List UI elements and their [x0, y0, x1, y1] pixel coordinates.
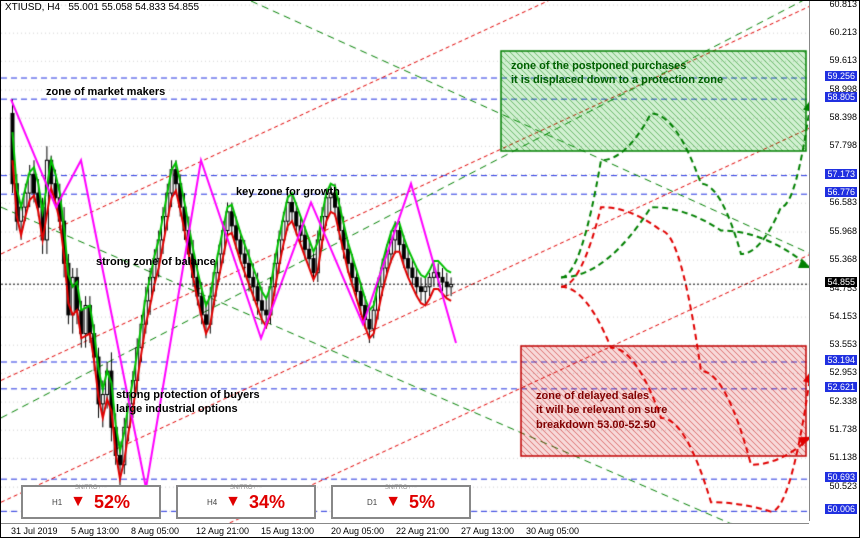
x-tick: 22 Aug 21:00: [396, 526, 449, 536]
down-arrow-icon: ▼: [225, 493, 241, 511]
snitro-brand: SNITRO+™: [75, 485, 107, 491]
y-tick: 55.368: [829, 254, 857, 264]
x-axis: 31 Jul 2019 5 Aug 13:00 8 Aug 05:00 12 Aug …: [1, 523, 809, 537]
snitro-timeframe: H4: [207, 498, 217, 507]
ohlc-label: 55.001 55.058 54.833 54.855: [68, 2, 199, 13]
price-level-label: 50.006: [825, 504, 857, 514]
x-tick: 27 Aug 13:00: [461, 526, 514, 536]
price-level-label: 56.776: [825, 187, 857, 197]
price-level-label: 59.256: [825, 71, 857, 81]
price-chart-canvas[interactable]: [1, 1, 860, 538]
snitro-indicator: SNITRO+™ D1 ▼ 5%: [331, 485, 471, 519]
y-tick: 51.738: [829, 424, 857, 434]
chart-annotation: strong zone of balance: [96, 256, 216, 268]
snitro-brand: SNITRO+™: [230, 485, 262, 491]
snitro-indicator: SNITRO+™ H1 ▼ 52%: [21, 485, 161, 519]
y-tick: 57.798: [829, 140, 857, 150]
y-tick: 52.338: [829, 396, 857, 406]
price-level-label: 50.693: [825, 472, 857, 482]
x-tick: 31 Jul 2019: [11, 526, 58, 536]
y-tick: 55.968: [829, 226, 857, 236]
snitro-percent: 34%: [249, 492, 285, 513]
price-level-label: 57.173: [825, 169, 857, 179]
x-tick: 30 Aug 05:00: [526, 526, 579, 536]
y-tick: 50.523: [829, 481, 857, 491]
y-tick: 60.813: [829, 0, 857, 9]
y-tick: 56.583: [829, 197, 857, 207]
snitro-brand: SNITRO+™: [385, 485, 417, 491]
price-level-label: 54.855: [825, 277, 857, 287]
chart-title-bar: XTIUSD, H4 55.001 55.058 54.833 54.855: [1, 1, 809, 17]
price-level-label: 52.621: [825, 382, 857, 392]
snitro-timeframe: D1: [367, 498, 377, 507]
y-tick: 58.398: [829, 112, 857, 122]
y-tick: 59.613: [829, 55, 857, 65]
y-tick: 52.953: [829, 367, 857, 377]
zone-label: zone of the postponed purchasesit is dis…: [511, 59, 723, 88]
y-axis: 60.81360.21359.61358.99858.39857.79857.1…: [809, 1, 859, 521]
y-tick: 54.153: [829, 311, 857, 321]
zone-label: zone of delayed salesit will be relevant…: [536, 389, 667, 432]
snitro-timeframe: H1: [52, 498, 62, 507]
snitro-percent: 5%: [409, 492, 435, 513]
price-level-label: 53.194: [825, 355, 857, 365]
chart-annotation: zone of market makers: [46, 86, 165, 98]
chart-annotation: strong protection of buyers: [116, 389, 260, 401]
chart-annotation: key zone for growth: [236, 186, 340, 198]
chart-annotation: large industrial options: [116, 403, 238, 415]
x-tick: 20 Aug 05:00: [331, 526, 384, 536]
snitro-percent: 52%: [94, 492, 130, 513]
snitro-indicator: SNITRO+™ H4 ▼ 34%: [176, 485, 316, 519]
y-tick: 51.138: [829, 452, 857, 462]
x-tick: 8 Aug 05:00: [131, 526, 179, 536]
price-level-label: 58.805: [825, 92, 857, 102]
down-arrow-icon: ▼: [70, 493, 86, 511]
down-arrow-icon: ▼: [385, 493, 401, 511]
y-tick: 60.213: [829, 27, 857, 37]
x-tick: 12 Aug 21:00: [196, 526, 249, 536]
x-tick: 15 Aug 13:00: [261, 526, 314, 536]
chart-container: XTIUSD, H4 55.001 55.058 54.833 54.855 6…: [0, 0, 860, 538]
x-tick: 5 Aug 13:00: [71, 526, 119, 536]
symbol-label: XTIUSD, H4: [5, 2, 60, 13]
y-tick: 53.553: [829, 339, 857, 349]
